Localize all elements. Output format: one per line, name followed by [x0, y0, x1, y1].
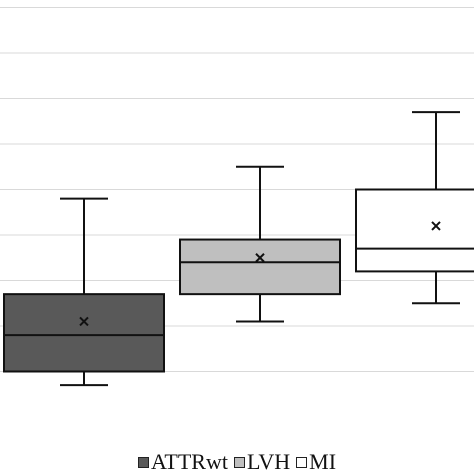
- legend: ATTRwt LVH MI: [0, 449, 474, 475]
- box-lvh: [179, 165, 341, 323]
- iqr-box-mi: [355, 188, 474, 273]
- mean-marker-attrwt: [79, 316, 89, 327]
- legend-swatch-attrwt: [137, 456, 149, 468]
- mean-marker-mi: [431, 221, 441, 231]
- legend-label-lvh: LVH: [246, 449, 291, 474]
- iqr-box-attrwt: [3, 293, 165, 373]
- legend-item-attrwt: ATTRwt: [137, 449, 228, 475]
- mean-marker-lvh: [255, 253, 265, 263]
- legend-item-mi: MI: [296, 449, 336, 475]
- legend-swatch-lvh: [233, 456, 245, 468]
- box-series: [3, 111, 474, 387]
- box-mi: [355, 111, 474, 305]
- legend-label-attrwt: ATTRwt: [150, 449, 228, 474]
- iqr-box-lvh: [179, 238, 341, 296]
- box-attrwt: [3, 197, 165, 387]
- legend-swatch-mi: [296, 456, 308, 468]
- legend-label-mi: MI: [309, 449, 337, 474]
- legend-item-lvh: LVH: [233, 449, 291, 475]
